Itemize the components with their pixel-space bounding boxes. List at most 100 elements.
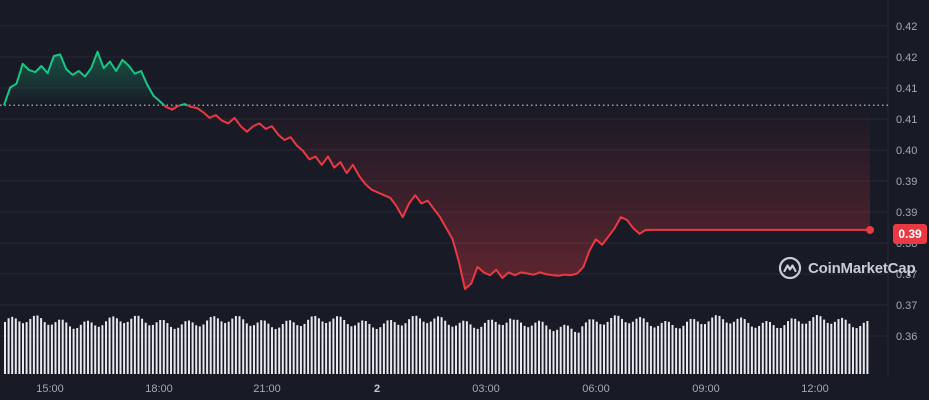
volume-bar (173, 328, 176, 374)
volume-bar (743, 319, 746, 374)
volume-bar (635, 318, 638, 374)
volume-bar (29, 318, 32, 374)
volume-bar (617, 315, 620, 374)
volume-bar (844, 319, 847, 374)
volume-bar (566, 325, 569, 374)
volume-bar (707, 321, 710, 374)
x-axis-ticks: 15:00 18:00 21:00 2 03:00 06:00 09:00 12:00 (36, 383, 829, 395)
volume-bar (115, 318, 118, 374)
volume-bar (97, 326, 100, 374)
volume-bar (646, 322, 649, 374)
volume-bar (559, 326, 562, 374)
volume-bar (740, 317, 743, 374)
volume-bar (310, 316, 313, 374)
x-tick-label: 09:00 (692, 383, 720, 395)
y-tick-label: 0.36 (896, 331, 917, 343)
volume-bar (455, 325, 457, 374)
volume-bar (714, 315, 717, 374)
y-tick-label: 0.37 (896, 269, 917, 281)
volume-bar (144, 322, 147, 374)
price-line-down (186, 104, 870, 290)
volume-bar (108, 317, 111, 374)
volume-bar (556, 329, 559, 374)
volume-bar (25, 322, 28, 374)
down-area-fill (187, 105, 870, 289)
volume-bar (40, 318, 43, 374)
volume-bar (603, 324, 605, 374)
volume-bar (296, 325, 299, 374)
volume-bar (787, 321, 789, 374)
volume-bar (718, 315, 721, 374)
volume-bar (704, 324, 706, 374)
volume-bar (61, 319, 64, 374)
volume-bar (823, 319, 826, 374)
volume-bar (79, 324, 82, 374)
volume-bar (483, 322, 486, 374)
volume-bar (227, 321, 230, 374)
volume-bar (213, 316, 216, 374)
volume-bar (541, 321, 544, 374)
volume-bar (354, 325, 356, 374)
volume-bar (47, 324, 50, 374)
volume-bar (487, 319, 490, 374)
volume-bar (534, 322, 537, 374)
volume-bar (581, 326, 584, 374)
volume-bar (610, 318, 613, 374)
volume-bar (509, 318, 512, 374)
volume-bar (289, 320, 292, 374)
x-tick-label: 12:00 (801, 383, 829, 395)
volume-bar (148, 325, 151, 374)
volume-bar (278, 327, 281, 374)
volume-bar (639, 317, 642, 374)
volume-bar (7, 318, 10, 374)
volume-bar (350, 326, 353, 374)
volume-bar (689, 318, 692, 374)
volume-bar (826, 322, 829, 374)
price-line-down (163, 104, 181, 111)
volume-bar (548, 329, 551, 374)
volume-bar (805, 323, 808, 374)
volume-bar (253, 325, 255, 374)
volume-bar (523, 325, 526, 374)
volume-bar (812, 317, 815, 374)
volume-bar (32, 315, 35, 374)
volume-bar (195, 325, 198, 374)
volume-bar (415, 315, 418, 374)
volume-bar (819, 316, 822, 374)
volume-bar (841, 317, 844, 374)
volume-bar (184, 321, 187, 374)
volume-bar (693, 319, 696, 374)
volume-bar (729, 323, 732, 374)
price-line (3, 50, 870, 290)
volume-bar (231, 318, 234, 374)
volume-bar (393, 322, 396, 374)
up-area-fill (4, 51, 165, 106)
volume-bar (50, 324, 53, 374)
volume-bar (271, 327, 273, 374)
volume-bar (642, 318, 645, 374)
volume-bar (209, 317, 212, 374)
y-tick-label: 0.41 (896, 114, 917, 126)
y-tick-label: 0.42 (896, 52, 917, 64)
volume-bar (87, 320, 89, 374)
volume-bar (245, 323, 248, 374)
volume-bar (624, 322, 627, 374)
volume-bar (346, 324, 349, 374)
volume-bar (516, 319, 519, 374)
volume-bar (263, 320, 266, 374)
volume-bar (700, 324, 703, 374)
volume-bar (166, 323, 169, 374)
volume-bar (476, 328, 479, 374)
volume-bar (747, 322, 750, 374)
volume-bar (621, 318, 623, 374)
volume-bar (216, 318, 219, 374)
volume-bar (498, 324, 501, 374)
volume-bar (527, 327, 530, 374)
volume-bar (628, 323, 631, 374)
volume-bar (426, 323, 429, 374)
volume-bar (206, 320, 209, 374)
volume-bar (437, 316, 439, 374)
volume-bar (765, 321, 768, 374)
volume-bar (260, 320, 263, 374)
